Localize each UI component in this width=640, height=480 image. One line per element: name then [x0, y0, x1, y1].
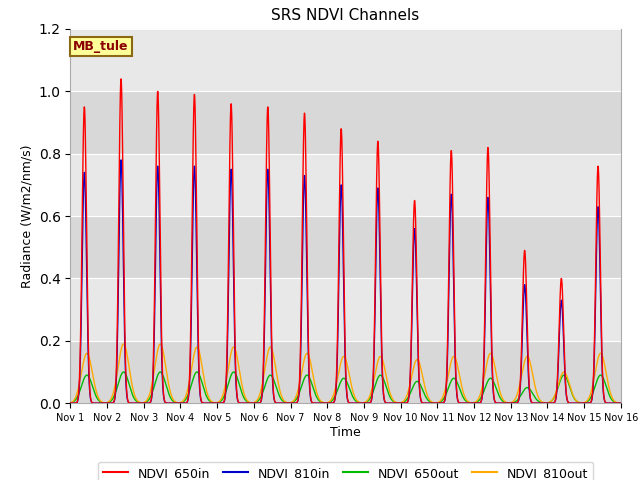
X-axis label: Time: Time — [330, 426, 361, 439]
Bar — [70, 216, 621, 278]
NDVI_650in — [580, 400, 588, 406]
NDVI_810in — [547, 400, 555, 406]
NDVI_810out — [120, 341, 127, 347]
NDVI_810out — [163, 366, 170, 372]
NDVI_650in — [547, 400, 555, 406]
NDVI_810out — [130, 388, 138, 394]
NDVI_650out — [120, 369, 127, 375]
NDVI_650in — [301, 138, 309, 144]
NDVI_650in — [278, 400, 285, 406]
Line: NDVI_650in: NDVI_650in — [70, 79, 621, 403]
NDVI_650in — [163, 400, 170, 406]
NDVI_810in — [607, 400, 614, 406]
NDVI_810out — [301, 352, 309, 358]
NDVI_810in — [163, 400, 170, 406]
NDVI_650out — [278, 397, 285, 403]
NDVI_650in — [117, 76, 125, 82]
NDVI_650out — [130, 394, 138, 400]
NDVI_650in — [130, 400, 138, 406]
Line: NDVI_650out: NDVI_650out — [70, 372, 621, 403]
NDVI_810out — [607, 390, 614, 396]
NDVI_650out — [67, 400, 74, 406]
Title: SRS NDVI Channels: SRS NDVI Channels — [271, 9, 420, 24]
Bar — [70, 29, 621, 91]
NDVI_810out — [67, 400, 74, 406]
NDVI_810in — [580, 400, 588, 406]
Text: MB_tule: MB_tule — [73, 40, 129, 53]
Line: NDVI_810in: NDVI_810in — [70, 160, 621, 403]
NDVI_650out — [543, 400, 551, 406]
Legend: NDVI_650in, NDVI_810in, NDVI_650out, NDVI_810out: NDVI_650in, NDVI_810in, NDVI_650out, NDV… — [98, 462, 593, 480]
NDVI_810out — [547, 398, 555, 404]
Bar — [70, 278, 621, 341]
Bar — [70, 91, 621, 154]
NDVI_650in — [617, 400, 625, 406]
NDVI_810in — [301, 194, 309, 200]
NDVI_650out — [163, 383, 170, 388]
NDVI_650in — [607, 400, 614, 406]
Line: NDVI_810out: NDVI_810out — [70, 344, 621, 403]
NDVI_810in — [617, 400, 625, 406]
NDVI_650out — [301, 373, 309, 379]
Y-axis label: Radiance (W/m2/nm/s): Radiance (W/m2/nm/s) — [20, 144, 33, 288]
NDVI_810in — [278, 400, 285, 406]
NDVI_650out — [617, 400, 625, 406]
NDVI_810in — [67, 400, 74, 406]
NDVI_650out — [547, 398, 555, 404]
NDVI_810out — [580, 400, 588, 406]
NDVI_810out — [617, 400, 625, 406]
NDVI_810in — [130, 400, 138, 406]
Bar — [70, 341, 621, 403]
NDVI_650out — [607, 395, 614, 400]
NDVI_650in — [67, 400, 74, 406]
NDVI_810out — [278, 394, 285, 399]
NDVI_810in — [117, 157, 125, 163]
Bar — [70, 154, 621, 216]
